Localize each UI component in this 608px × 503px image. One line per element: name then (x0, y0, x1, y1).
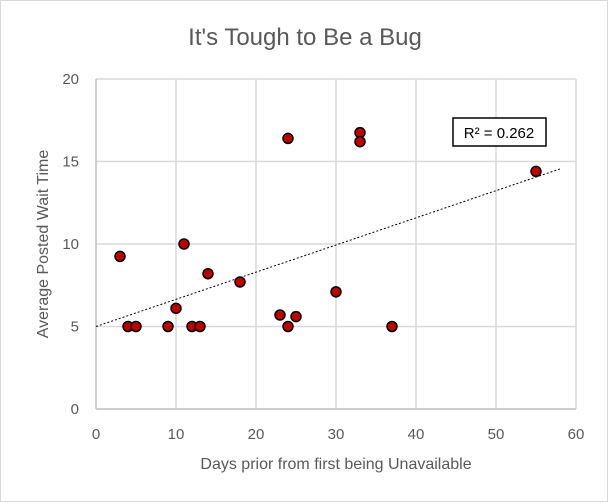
data-point (234, 276, 246, 288)
x-tick-label: 10 (168, 426, 185, 443)
trendline-group (95, 168, 561, 327)
y-tick-labels: 0 5 10 15 20 (62, 71, 79, 418)
data-point (290, 310, 302, 323)
data-point (170, 302, 182, 315)
data-point (114, 250, 126, 263)
data-points (114, 126, 542, 333)
data-point (354, 135, 366, 148)
gridlines (96, 78, 577, 409)
y-axis-label: Average Posted Wait Time (35, 150, 52, 339)
y-tick-label: 10 (62, 236, 79, 253)
data-point (178, 238, 190, 250)
data-point (130, 320, 142, 333)
y-tick-label: 20 (62, 71, 79, 88)
x-tick-label: 0 (92, 426, 100, 443)
data-point (274, 309, 286, 321)
y-tick-label: 15 (62, 154, 79, 171)
r-squared-label: R² = 0.262 (464, 125, 534, 142)
data-point (330, 286, 342, 298)
data-point (386, 320, 398, 333)
trendline (95, 168, 561, 327)
data-point (202, 267, 214, 280)
y-tick-label: 5 (71, 319, 79, 336)
data-point (530, 165, 542, 178)
y-tick-label: 0 (71, 401, 79, 418)
x-tick-label: 20 (248, 426, 265, 443)
x-tick-labels: 0 10 20 30 40 50 60 (92, 426, 585, 443)
data-point (282, 320, 294, 333)
x-tick-label: 60 (568, 426, 585, 443)
data-point (194, 320, 206, 333)
x-tick-label: 40 (408, 426, 425, 443)
data-point (282, 132, 294, 145)
x-axis-label: Days prior from first being Unavailable (200, 456, 471, 473)
x-tick-label: 50 (488, 426, 505, 443)
x-tick-label: 30 (328, 426, 345, 443)
data-point (162, 320, 174, 333)
axis-lines (95, 79, 576, 410)
chart-title: It's Tough to Be a Bug (188, 24, 422, 51)
r-squared-box (452, 117, 547, 147)
